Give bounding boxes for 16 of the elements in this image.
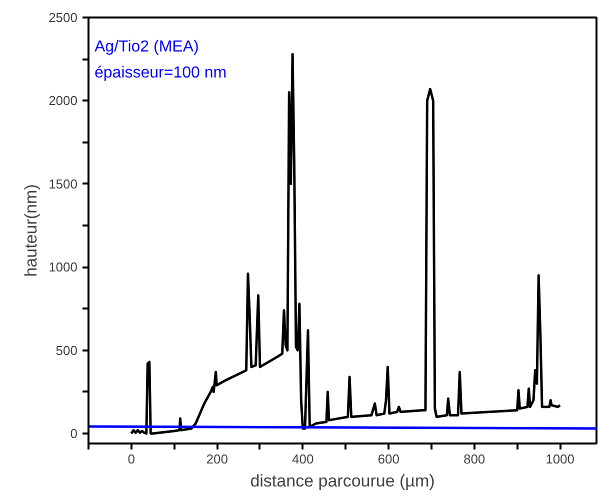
y-tick-label: 0 [70, 426, 78, 442]
x-tick-label: 400 [292, 452, 314, 466]
y-tick-label: 1000 [48, 260, 78, 275]
annotation: Ag/Tio2 (MEA) [94, 38, 199, 56]
y-tick-label: 2000 [48, 93, 78, 108]
annotation: épaisseur=100 nm [94, 64, 227, 82]
x-tick-label: 800 [463, 452, 486, 466]
y-axis-title: hauteur(nm) [22, 184, 41, 277]
x-tick-label: 0 [128, 452, 135, 466]
y-tick-label: 2500 [48, 10, 78, 25]
y-tick-label: 1500 [48, 176, 78, 192]
x-tick-label: 200 [206, 452, 228, 466]
x-axis-title: distance parcourue (µm) [250, 472, 435, 490]
x-tick-label: 600 [378, 452, 400, 466]
x-tick-label: 1000 [546, 452, 575, 466]
y-tick-label: 500 [56, 342, 78, 358]
